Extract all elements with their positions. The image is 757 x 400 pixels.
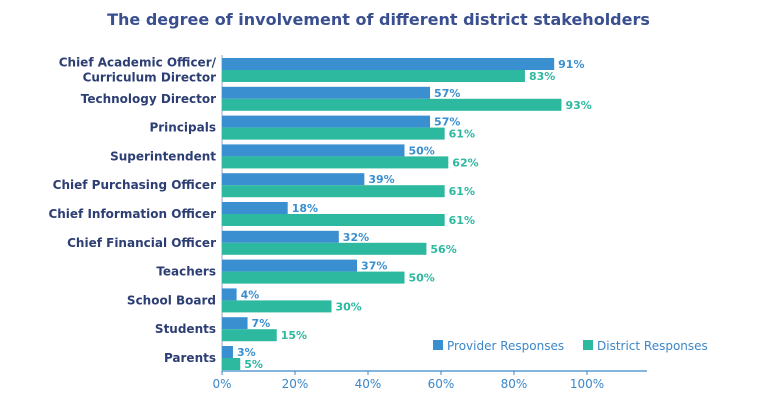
value-label-district: 56% [430,243,456,256]
bar-provider [222,230,339,243]
bar-provider [222,144,405,157]
legend-swatch [583,340,593,350]
x-tick-label: 60% [428,377,455,391]
category-label: Technology Director [81,92,216,106]
bar-provider [222,58,555,70]
bar-district [222,271,405,284]
value-label-district: 5% [244,358,263,371]
value-label-district: 30% [336,300,362,313]
bar-provider [222,202,288,214]
value-label-district: 50% [409,272,435,285]
bar-provider [222,346,233,358]
category-label: Chief Information Officer [48,207,216,221]
bar-district [222,300,332,313]
value-label-provider: 39% [368,173,394,186]
value-label-district: 61% [449,128,475,141]
value-label-district: 62% [452,156,478,169]
value-label-provider: 57% [434,87,460,100]
value-label-district: 93% [565,99,591,112]
value-label-provider: 37% [361,260,387,273]
bar-district [222,185,445,198]
category-label: Chief Financial Officer [67,236,216,250]
x-tick-label: 0% [212,377,231,391]
bar-provider [222,259,358,272]
value-label-provider: 32% [343,231,369,244]
value-label-provider: 57% [434,116,460,129]
category-label: Curriculum Director [83,71,217,85]
value-label-provider: 91% [558,58,584,71]
x-tick-label: 20% [282,377,309,391]
bar-provider [222,288,237,301]
value-label-district: 61% [449,214,475,227]
x-tick-label: 80% [501,377,528,391]
bar-provider [222,317,248,330]
category-label: School Board [127,293,216,307]
value-label-provider: 4% [241,288,260,301]
bar-district [222,329,277,342]
bar-district [222,214,445,226]
legend-swatch [433,340,443,350]
x-tick-label: 100% [570,377,604,391]
value-label-district: 61% [449,185,475,198]
value-label-district: 15% [281,329,307,342]
category-label: Chief Academic Officer/ [59,56,217,70]
bar-district [222,156,449,169]
value-label-provider: 7% [252,317,271,330]
legend-label: District Responses [597,339,708,353]
value-label-provider: 18% [292,202,318,215]
bar-district [222,98,562,111]
bar-provider [222,115,431,128]
bar-district [222,70,525,82]
category-label: Superintendent [110,149,216,163]
value-label-provider: 50% [409,144,435,157]
bar-district [222,242,427,255]
bar-district [222,127,445,140]
value-label-district: 83% [529,70,555,83]
category-label: Teachers [156,265,216,279]
category-label: Principals [149,121,216,135]
value-label-provider: 3% [237,346,256,359]
chart-title: The degree of involvement of different d… [107,10,650,29]
category-label: Students [155,322,216,336]
bar-provider [222,86,431,99]
category-label: Parents [164,351,216,365]
bar-district [222,358,241,370]
bar-provider [222,173,365,186]
x-tick-label: 40% [355,377,382,391]
category-label: Chief Purchasing Officer [53,178,216,192]
legend-label: Provider Responses [447,339,564,353]
